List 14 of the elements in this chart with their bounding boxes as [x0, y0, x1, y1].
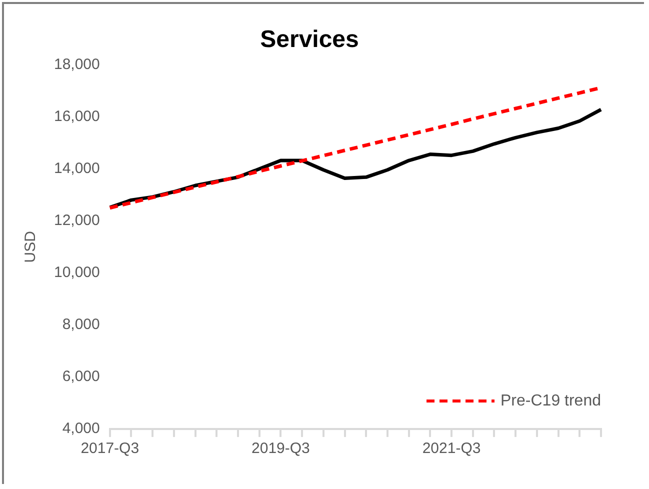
y-tick-label: 16,000 [54, 108, 100, 125]
y-tick-label: 10,000 [54, 264, 100, 282]
y-tick-label: 12,000 [54, 212, 100, 230]
y-tick-label: 8,000 [62, 316, 100, 334]
y-tick-label: 4,000 [62, 420, 100, 438]
x-tick-label: 2019-Q3 [252, 440, 310, 458]
y-axis-title: USD [22, 230, 40, 263]
y-tick-label: 6,000 [62, 368, 100, 386]
y-tick-label: 14,000 [54, 160, 100, 177]
legend-label: Pre-C19 trend [500, 392, 602, 410]
x-tick-label: 2021-Q3 [422, 440, 481, 458]
x-tick-label: 2017-Q3 [80, 440, 140, 458]
chart-title: Services [260, 26, 359, 54]
y-tick-label: 18,000 [54, 56, 100, 73]
